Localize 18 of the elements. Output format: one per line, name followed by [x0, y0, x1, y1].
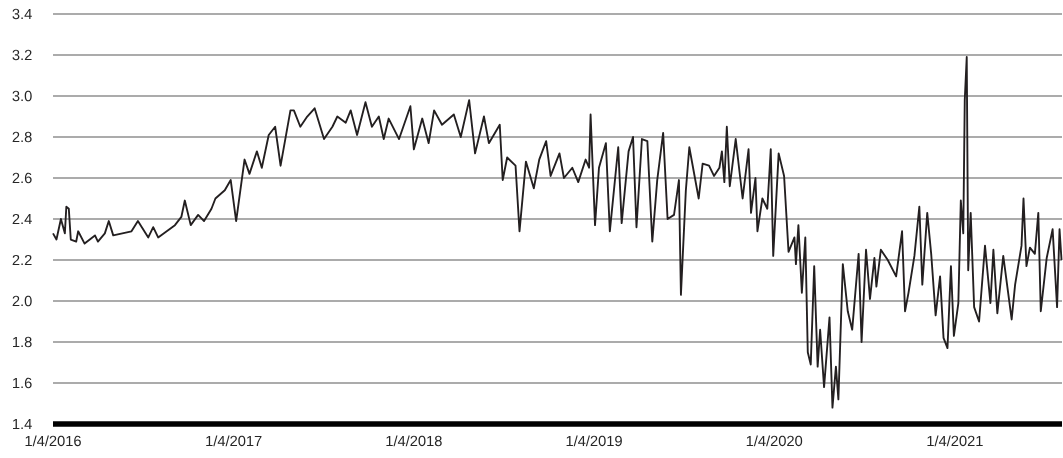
- x-tick-label: 1/4/2020: [746, 435, 803, 447]
- y-tick-label: 2.4: [12, 213, 32, 225]
- x-tick-label: 1/4/2016: [25, 435, 81, 447]
- y-tick-label: 2.8: [12, 131, 32, 143]
- y-tick-label: 2.0: [12, 295, 32, 307]
- x-tick-label: 1/4/2019: [566, 435, 622, 447]
- y-tick-label: 3.4: [12, 8, 32, 20]
- y-tick-label: 3.2: [12, 49, 32, 61]
- y-tick-label: 2.6: [12, 172, 32, 184]
- x-tick-label: 1/4/2017: [206, 435, 262, 447]
- y-tick-label: 1.6: [13, 377, 32, 389]
- y-tick-label: 2.2: [12, 254, 32, 266]
- x-tick-label: 1/4/2021: [927, 435, 983, 447]
- y-tick-label: 1.8: [13, 336, 32, 348]
- y-tick-label: 1.4: [13, 418, 32, 430]
- x-tick-label: 1/4/2018: [386, 435, 442, 447]
- line-series: [52, 56, 1063, 409]
- y-tick-label: 3.0: [12, 90, 32, 102]
